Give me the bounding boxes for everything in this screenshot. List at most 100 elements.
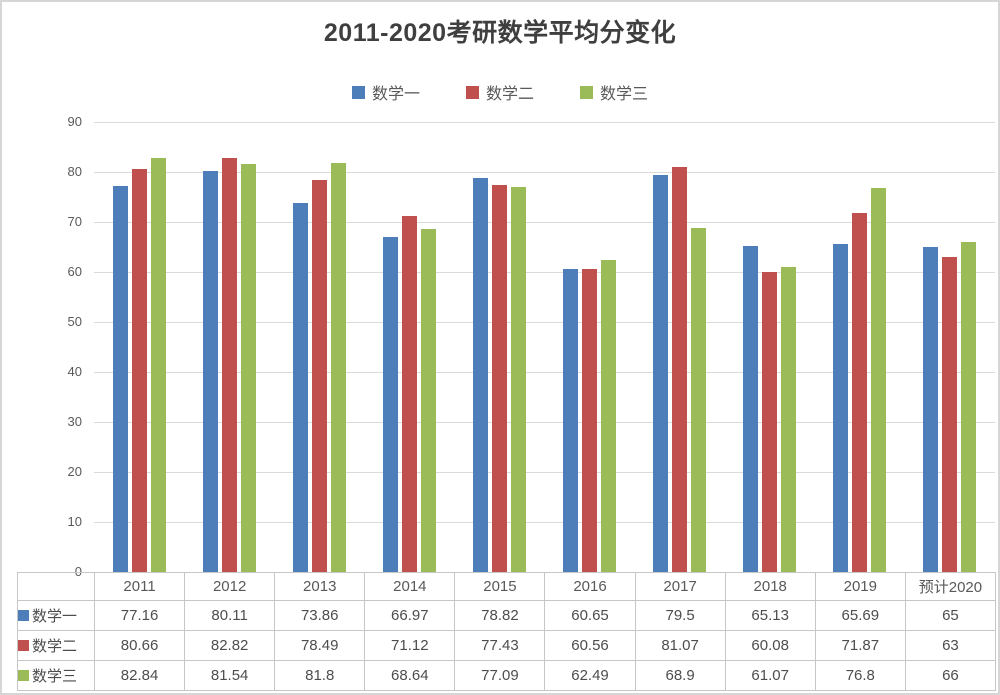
legend-key-icon (18, 610, 29, 621)
table-cell: 82.82 (184, 630, 276, 661)
table-cell: 60.56 (544, 630, 636, 661)
bar (743, 246, 759, 572)
bar-group (905, 122, 995, 572)
table-row: 数学三 82.84 81.54 81.8 68.64 77.09 62.49 68.9 61.0… (17, 660, 997, 691)
table-header-cell: 2018 (724, 572, 816, 601)
y-tick-label: 40 (67, 364, 82, 379)
legend-item: 数学二 (465, 80, 534, 104)
table-header-cell: 2019 (814, 572, 906, 601)
table-cell: 71.87 (814, 630, 906, 661)
bar (420, 228, 436, 572)
bar (781, 266, 797, 572)
table-corner-blank (17, 572, 95, 601)
series-name-label: 数学一 (32, 608, 78, 625)
bar (582, 269, 598, 572)
bar-group (184, 122, 274, 572)
bar (961, 242, 977, 572)
table-row-label: 数学三 (17, 660, 95, 691)
legend-item: 数学一 (351, 80, 420, 104)
table-cell: 77.43 (454, 630, 546, 661)
table-header-cell: 2013 (274, 572, 366, 601)
table-cell: 73.86 (274, 600, 366, 631)
bar (472, 177, 488, 572)
bar (311, 179, 327, 572)
series-name-label: 数学三 (32, 668, 78, 685)
bar (563, 268, 579, 572)
y-tick-label: 80 (67, 164, 82, 179)
bar (382, 237, 398, 572)
bar (923, 247, 939, 572)
gridline (94, 472, 995, 473)
table-cell: 77.16 (93, 600, 186, 631)
table-row: 数学一 77.16 80.11 73.86 66.97 78.82 60.65 79.5 65.… (17, 600, 997, 631)
bar (330, 163, 346, 572)
table-cell: 78.49 (274, 630, 366, 661)
bar (131, 168, 147, 572)
table-cell: 68.64 (364, 660, 456, 691)
y-tick-label: 50 (67, 314, 82, 329)
legend-key-icon (18, 640, 29, 651)
legend-label: 数学一 (371, 86, 420, 103)
y-tick-label: 10 (67, 514, 82, 529)
plot-area (94, 122, 995, 572)
bar (202, 171, 218, 572)
legend-key-icon (18, 670, 29, 681)
y-tick-label: 30 (67, 414, 82, 429)
table-header-cell: 2017 (634, 572, 726, 601)
bar (871, 188, 887, 572)
table-cell: 66 (904, 660, 997, 691)
data-table: 2011 2012 2013 2014 2015 2016 2017 2018 2019 预计20… (17, 572, 997, 691)
table-header-cell: 2015 (454, 572, 546, 601)
table-cell: 81.54 (184, 660, 276, 691)
table-cell: 68.9 (634, 660, 726, 691)
table-header-cell: 2016 (544, 572, 636, 601)
gridline (94, 172, 995, 173)
legend-swatch-icon (351, 85, 365, 99)
table-cell: 60.08 (724, 630, 816, 661)
row-label-inner: 数学二 (18, 635, 94, 656)
legend-label: 数学二 (485, 86, 534, 103)
table-cell: 60.65 (544, 600, 636, 631)
legend-swatch-icon (580, 85, 593, 99)
bar (510, 186, 526, 572)
table-header-row: 2011 2012 2013 2014 2015 2016 2017 2018 2019 预计20… (17, 572, 997, 601)
row-label-inner: 数学一 (18, 605, 94, 626)
bar-group (545, 122, 635, 572)
bar (601, 259, 617, 572)
bar (221, 157, 237, 572)
legend-swatch-icon (465, 85, 479, 99)
table-header-cell: 预计2020 (904, 572, 997, 601)
legend-item: 数学三 (580, 80, 648, 104)
y-tick-label: 70 (67, 214, 82, 229)
table-cell: 79.5 (634, 600, 726, 631)
table-header-cell: 2012 (184, 572, 276, 601)
gridline (94, 272, 995, 273)
table-header-cell: 2014 (364, 572, 456, 601)
bar (653, 174, 669, 572)
table-cell: 82.84 (93, 660, 186, 691)
gridline (94, 372, 995, 373)
legend-label: 数学三 (600, 86, 649, 103)
bar (292, 202, 308, 572)
bar-group (274, 122, 364, 572)
table-cell: 76.8 (814, 660, 906, 691)
y-tick-label: 90 (67, 114, 82, 129)
bar (112, 186, 128, 572)
bar (401, 216, 417, 572)
y-tick-label: 20 (67, 464, 82, 479)
bar-group (94, 122, 184, 572)
bar (942, 257, 958, 572)
bar (240, 164, 256, 572)
table-row-label: 数学二 (17, 630, 95, 661)
table-header-cell: 2011 (93, 572, 186, 601)
table-cell: 66.97 (364, 600, 456, 631)
table-cell: 78.82 (454, 600, 546, 631)
gridline (94, 322, 995, 323)
bar-group (815, 122, 905, 572)
bar-group (635, 122, 725, 572)
table-row: 数学二 80.66 82.82 78.49 71.12 77.43 60.56 81.07 60… (17, 630, 997, 661)
bar-group (364, 122, 454, 572)
bar (852, 212, 868, 572)
bar (691, 227, 707, 572)
